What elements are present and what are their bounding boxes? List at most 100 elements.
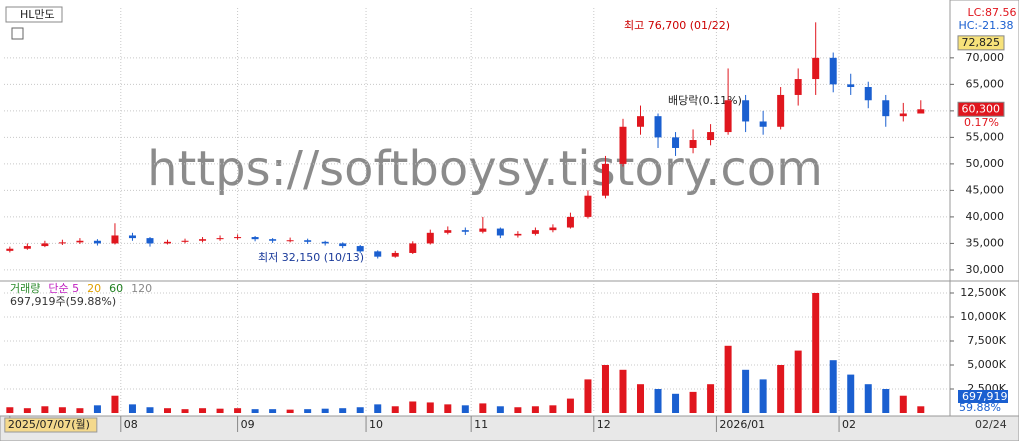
candle-body [759, 121, 767, 127]
legend-entry: 단순 5 [48, 282, 79, 295]
candle-body [864, 87, 872, 101]
volume-bar [917, 406, 925, 413]
grid-icon[interactable] [11, 27, 24, 40]
candle-body [269, 239, 277, 241]
volume-bar [164, 408, 172, 413]
volume-bar [707, 384, 715, 413]
candle-body [917, 109, 925, 114]
first-date-box [4, 417, 98, 433]
x-tick-label: 11 [474, 418, 488, 431]
volume-bar [444, 404, 452, 413]
watermark: https://softboysy.tistory.com [147, 141, 823, 197]
volume-bar [128, 404, 136, 413]
volume-bar [461, 405, 469, 413]
candle-body [374, 251, 382, 257]
volume-bar [672, 393, 680, 413]
candle-body [531, 230, 539, 234]
volume-tag-label: 697,919 [962, 390, 1008, 403]
candle-body [356, 246, 364, 252]
volume-bar [654, 388, 662, 413]
candle-body [847, 84, 855, 88]
y-tick-label: 45,000 [966, 183, 1005, 196]
candle-body [93, 240, 101, 244]
volume-bar [549, 405, 557, 413]
volume-bar [601, 364, 609, 413]
volume-bar [724, 345, 732, 413]
volume-tag [958, 390, 1008, 403]
candle-body [181, 240, 189, 242]
volume-bar [812, 292, 820, 413]
candle-body [444, 230, 452, 233]
candle-body [724, 100, 732, 133]
x-tick-label: 10 [369, 418, 383, 431]
legend-entry: 거래량 [10, 282, 40, 295]
legend-entry: 120 [131, 282, 152, 295]
volume-bar [304, 409, 312, 413]
y-tick-label: 70,000 [966, 51, 1005, 64]
candle-body [584, 195, 592, 217]
volume-bar [41, 406, 49, 413]
candle-body [146, 238, 154, 244]
volume-bar [374, 404, 382, 413]
volume-bar [286, 409, 294, 413]
volume-bar [269, 409, 277, 413]
candle-body [58, 242, 66, 244]
price-tag [957, 35, 1005, 51]
volume-bar [6, 407, 14, 413]
candle-body [496, 228, 504, 236]
volume-bar [391, 406, 399, 413]
volume-info: 697,919주(59.88%) [10, 295, 116, 308]
volume-bar [882, 388, 890, 413]
candle-body [409, 243, 417, 253]
candle-body [812, 57, 820, 80]
candle-body [899, 113, 907, 117]
legend-entry: 20 [87, 282, 101, 295]
volume-bar [759, 379, 767, 413]
volume-bar [321, 408, 329, 413]
high-annotation: 최고 76,700 (01/22) [624, 19, 730, 32]
volume-bar [199, 408, 207, 413]
y-tick-label: 5,000K [967, 358, 1006, 371]
candle-body [234, 237, 242, 239]
candle-body [637, 116, 645, 127]
x-tick-label: 08 [124, 418, 138, 431]
candle-body [794, 79, 802, 95]
candle-body [286, 240, 294, 242]
candle-body [882, 100, 890, 117]
title-box[interactable] [5, 6, 63, 23]
volume-bar [181, 409, 189, 413]
candle-body [111, 235, 119, 244]
volume-bar [496, 406, 504, 413]
candle-body [689, 140, 697, 148]
candle-body [601, 163, 609, 196]
volume-bar [566, 398, 574, 413]
y-tick-label: 10,000K [960, 310, 1006, 323]
lc-label: LC:87.56 [967, 6, 1016, 19]
volume-bar [216, 408, 224, 413]
candle-body [41, 243, 49, 247]
candle-body [216, 238, 224, 240]
volume-bar [409, 401, 417, 413]
candle-body [461, 230, 469, 232]
date-axis [0, 415, 1019, 441]
candle-body [829, 57, 837, 85]
x-tick-label: 2026/01 [719, 418, 765, 431]
y-tick-label: 12,500K [960, 286, 1006, 299]
volume-bar [58, 407, 66, 413]
chart-title: HL만도 [20, 8, 55, 21]
volume-bar [777, 364, 785, 413]
volume-bar [742, 369, 750, 413]
y-tick-label: 55,000 [966, 130, 1005, 143]
candle-body [619, 126, 627, 164]
candle-body [128, 235, 136, 239]
y-tick-label: 7,500K [967, 334, 1006, 347]
candle-body [23, 246, 31, 249]
volume-bar [514, 407, 522, 413]
y-tick-label: 65,000 [966, 77, 1005, 90]
candle-body [426, 232, 434, 244]
candle-body [321, 241, 329, 244]
volume-bar [234, 408, 242, 413]
volume-bar [251, 409, 259, 413]
